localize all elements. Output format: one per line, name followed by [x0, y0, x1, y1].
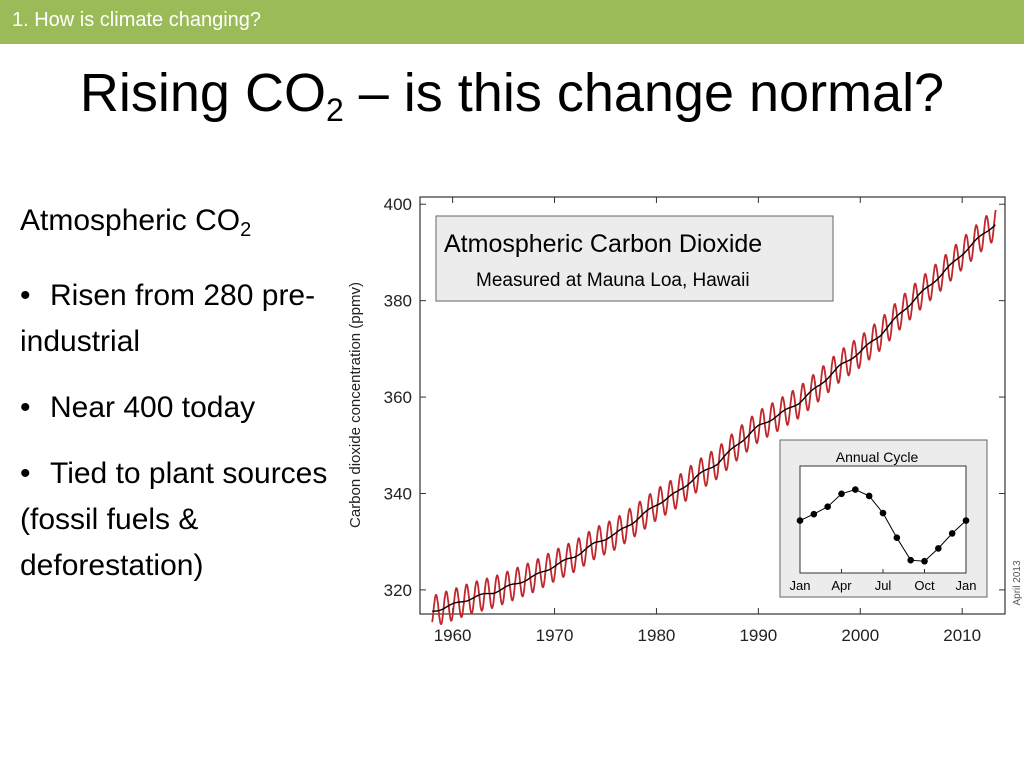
- annual-cycle-point: [824, 503, 831, 510]
- chart-subtitle: Measured at Mauna Loa, Hawaii: [476, 270, 750, 291]
- slide-title-subscript: 2: [325, 92, 344, 128]
- annual-cycle-point: [921, 557, 928, 565]
- inset-x-tick-label: Jul: [875, 578, 892, 593]
- inset-x-tick-label: Jan: [956, 578, 977, 593]
- axis-ticks: 1960 1970 1980 1990 2000 2010 320 340 360 380 400: [384, 195, 1005, 645]
- slide-title-main: Rising CO: [79, 63, 326, 123]
- bullet-text: Tied to plant sources (fossil fuels & de…: [20, 457, 328, 582]
- section-label: 1. How is climate changing?: [12, 9, 262, 31]
- x-tick-label: 2000: [841, 626, 879, 645]
- annual-cycle-point: [935, 545, 942, 552]
- body-heading: Atmospheric CO2: [20, 198, 340, 253]
- body-text: Atmospheric CO2 • Risen from 280 pre-indu…: [20, 198, 340, 609]
- slide-title: Rising CO2 – is this change normal?: [0, 62, 1024, 129]
- annual-cycle-point: [962, 517, 970, 524]
- bullet-text: Risen from 280 pre-industrial: [20, 279, 316, 358]
- annual-cycle-point: [852, 486, 859, 493]
- seasonal-layer: [431, 209, 997, 625]
- y-tick-label: 360: [384, 388, 412, 407]
- x-tick-label: 1980: [638, 626, 676, 645]
- inset-title: Annual Cycle: [836, 449, 919, 465]
- trend-line: [432, 224, 996, 612]
- bullet-item: • Risen from 280 pre-industrial: [20, 273, 340, 365]
- y-tick-label: 340: [384, 484, 412, 503]
- seasonal-line: [431, 209, 997, 625]
- body-heading-main: Atmospheric CO: [20, 204, 241, 237]
- y-tick-label: 320: [384, 581, 412, 600]
- inset-x-tick-label: Apr: [831, 578, 852, 593]
- annual-cycle-point: [948, 530, 956, 537]
- x-tick-label: 1990: [739, 626, 777, 645]
- annual-cycle-point: [810, 510, 818, 518]
- chart-title: Atmospheric Carbon Dioxide: [444, 230, 762, 258]
- bullet-marker: •: [20, 391, 31, 424]
- inset-layer: Jan Apr Jul Oct Jan: [790, 486, 977, 593]
- x-tick-label: 1960: [434, 626, 472, 645]
- date-annotation: April 2013: [1012, 560, 1023, 605]
- annual-cycle-point: [838, 490, 845, 498]
- y-tick-label: 400: [384, 195, 412, 214]
- bullet-item: • Tied to plant sources (fossil fuels & d…: [20, 451, 340, 589]
- y-axis-label: Carbon dioxide concentration (ppmv): [347, 282, 364, 528]
- annual-cycle-point: [907, 556, 914, 564]
- annual-cycle-point: [865, 492, 873, 500]
- annual-cycle-point: [893, 534, 901, 541]
- inset-plot-frame: [799, 465, 967, 574]
- annual-cycle-point: [879, 509, 887, 517]
- bullet-text: Near 400 today: [50, 391, 256, 424]
- annual-cycle-point: [796, 517, 804, 524]
- y-tick-label: 380: [384, 292, 412, 311]
- trend-layer: [432, 224, 996, 612]
- header-bar: 1. How is climate changing?: [0, 0, 1024, 44]
- title-box: [435, 215, 834, 302]
- body-heading-subscript: 2: [240, 219, 252, 241]
- bullet-marker: •: [20, 279, 31, 312]
- inset-x-tick-label: Oct: [914, 578, 935, 593]
- bullet-item: • Near 400 today: [20, 385, 340, 431]
- bullet-marker: •: [20, 457, 31, 490]
- inset-x-tick-label: Jan: [790, 578, 811, 593]
- x-tick-label: 1970: [536, 626, 574, 645]
- x-tick-label: 2010: [943, 626, 981, 645]
- slide-title-rest: – is this change normal?: [343, 63, 945, 123]
